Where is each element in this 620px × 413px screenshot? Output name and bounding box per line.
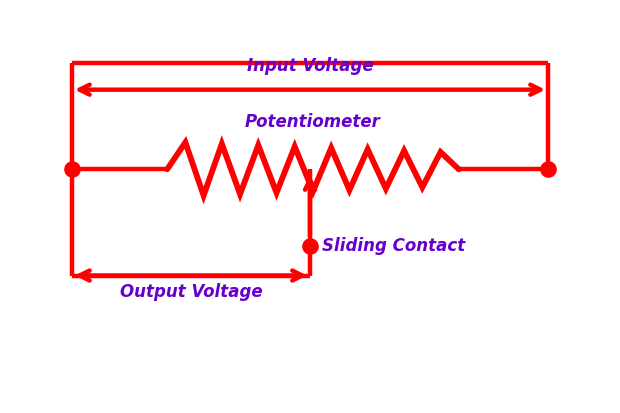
Text: Sliding Contact: Sliding Contact (322, 237, 465, 255)
Text: Input Voltage: Input Voltage (247, 57, 373, 75)
Point (67, 166, 77, 173)
Text: Output Voltage: Output Voltage (120, 283, 262, 301)
Point (543, 166, 553, 173)
Text: Potentiometer: Potentiometer (245, 113, 381, 131)
Point (305, 243, 315, 249)
